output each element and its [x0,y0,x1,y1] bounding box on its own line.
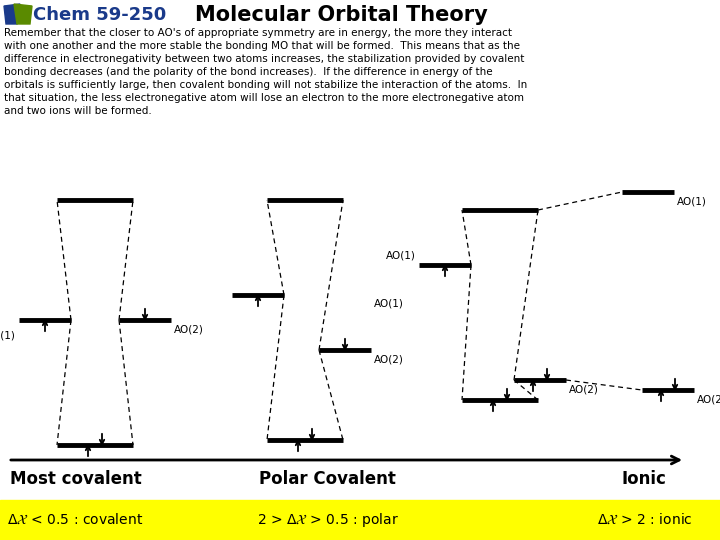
Text: AO(1): AO(1) [374,299,404,309]
Text: Ionic: Ionic [622,470,667,488]
Text: Chem 59-250: Chem 59-250 [33,6,166,24]
Text: AO(1): AO(1) [677,196,707,206]
Text: Polar Covalent: Polar Covalent [259,470,396,488]
Polygon shape [14,4,32,24]
Text: $\Delta\mathcal{X}$ > 2 : ionic: $\Delta\mathcal{X}$ > 2 : ionic [597,513,692,527]
Text: Molecular Orbital Theory: Molecular Orbital Theory [195,5,487,25]
Text: AO(2): AO(2) [569,384,599,394]
Text: $\Delta\mathcal{X}$ < 0.5 : covalent: $\Delta\mathcal{X}$ < 0.5 : covalent [7,513,144,527]
Text: AO(2): AO(2) [374,354,404,364]
Text: Most covalent: Most covalent [10,470,141,488]
Text: Remember that the closer to AO's of appropriate symmetry are in energy, the more: Remember that the closer to AO's of appr… [4,28,527,116]
Bar [0,500,720,540]
Text: 2 > $\Delta\mathcal{X}$ > 0.5 : polar: 2 > $\Delta\mathcal{X}$ > 0.5 : polar [257,511,398,529]
Text: AO(1): AO(1) [0,330,16,340]
Text: AO(2): AO(2) [174,324,204,334]
Text: AO(2): AO(2) [697,394,720,404]
Polygon shape [4,4,20,24]
Text: AO(1): AO(1) [386,251,416,261]
